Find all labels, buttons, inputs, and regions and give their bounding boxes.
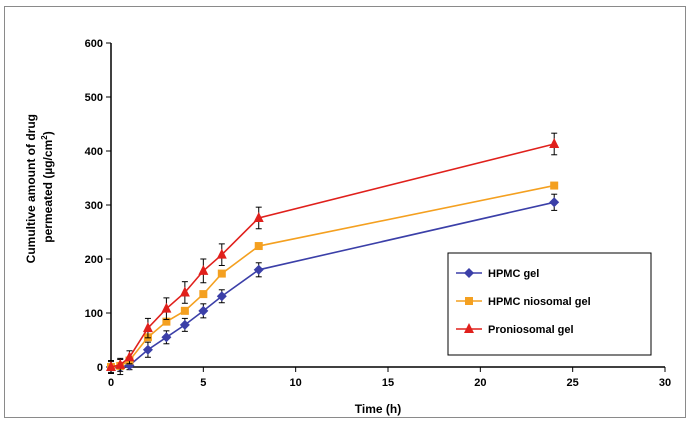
data-point xyxy=(162,317,171,326)
y-axis-title-line2: permeated (µg/cm xyxy=(41,140,55,243)
data-point xyxy=(106,361,116,371)
y-axis-title-line1: Cumultive amount of drug xyxy=(24,114,38,263)
data-point xyxy=(550,181,559,190)
data-point xyxy=(161,302,172,313)
x-tick-label: 30 xyxy=(659,377,671,389)
data-point xyxy=(217,269,226,278)
line-chart: 0 100 200 300 400 500 600 0 5 10 15 20 25 30 Time (h)… xyxy=(24,38,671,416)
x-tick-label: 25 xyxy=(567,377,579,389)
x-tick-label: 20 xyxy=(474,377,486,389)
legend-label: HPMC gel xyxy=(488,268,539,280)
data-point xyxy=(254,242,263,251)
data-point xyxy=(161,332,172,343)
x-tick-label: 0 xyxy=(108,377,114,389)
y-tick-label: 200 xyxy=(85,254,103,266)
legend-marker xyxy=(465,297,473,305)
y-axis-title-close: ) xyxy=(41,131,55,135)
axes: 0 100 200 300 400 500 600 0 5 10 15 20 25 30 xyxy=(85,38,671,389)
data-point xyxy=(216,291,227,302)
data-point xyxy=(198,305,209,316)
y-axis-title: Cumultive amount of drug permeated (µg/c… xyxy=(24,111,55,264)
y-tick-label: 500 xyxy=(85,92,103,104)
series-2 xyxy=(106,132,560,373)
series-line xyxy=(110,184,555,368)
x-tick-label: 15 xyxy=(382,377,394,389)
data-point xyxy=(549,197,560,208)
data-point xyxy=(549,137,560,148)
data-point xyxy=(180,306,189,315)
legend-label: Proniosomal gel xyxy=(488,324,574,336)
legend-marker xyxy=(464,268,474,278)
y-tick-label: 400 xyxy=(85,146,103,158)
legend-label: HPMC niosomal gel xyxy=(488,296,591,308)
x-axis-title: Time (h) xyxy=(355,402,401,416)
data-point xyxy=(124,351,135,362)
data-point xyxy=(115,358,126,369)
y-axis-title-superscript: 2 xyxy=(40,135,49,140)
data-point xyxy=(199,290,208,299)
data-point xyxy=(198,264,209,275)
x-tick-label: 10 xyxy=(290,377,302,389)
legend: HPMC gel HPMC niosomal gel Proniosomal gel xyxy=(447,252,652,356)
data-point xyxy=(179,319,190,330)
y-tick-label: 600 xyxy=(85,38,103,50)
data-point xyxy=(179,286,190,297)
data-point xyxy=(253,211,264,222)
data-point xyxy=(253,264,264,275)
legend-box xyxy=(447,252,652,356)
series-line xyxy=(111,201,555,368)
chart-frame: 0 100 200 300 400 500 600 0 5 10 15 20 25 30 Time (h)… xyxy=(4,6,686,418)
legend-marker xyxy=(464,323,474,333)
chart-marks xyxy=(106,132,560,376)
data-point xyxy=(142,344,153,355)
y-tick-label: 300 xyxy=(85,200,103,212)
y-tick-label: 100 xyxy=(85,308,103,320)
data-point xyxy=(216,248,227,259)
x-tick-label: 5 xyxy=(200,377,206,389)
data-point xyxy=(142,322,153,333)
y-tick-label: 0 xyxy=(97,362,103,374)
